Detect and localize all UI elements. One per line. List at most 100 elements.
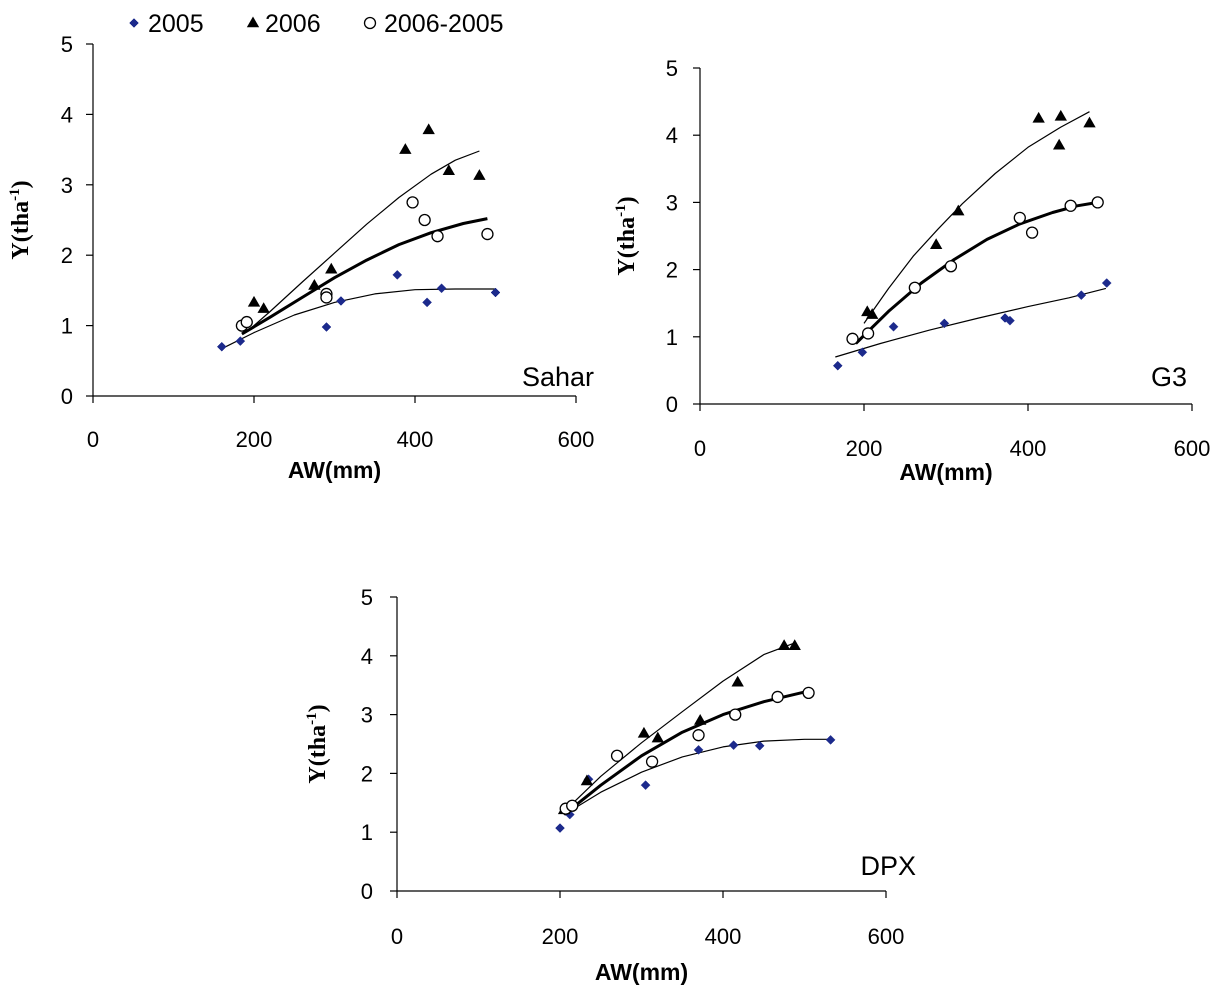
data-point-2006	[651, 731, 664, 743]
data-point-2006	[247, 295, 261, 307]
panel-label: G3	[1151, 362, 1187, 392]
data-point-2006	[788, 639, 801, 651]
data-point-2005	[693, 745, 704, 755]
x-tick-label: 200	[236, 427, 273, 452]
data-point-2006-2005	[802, 686, 815, 699]
data-point-2006-2005	[1091, 196, 1104, 209]
legend-marker-2006	[246, 16, 260, 28]
legend-label-2006-2005: 2006-2005	[384, 10, 504, 38]
y-axis-title: Y(tha-1)	[613, 196, 640, 275]
y-tick-label: 3	[61, 173, 73, 198]
data-point-2006	[257, 302, 270, 313]
data-point-2006-2005	[320, 291, 333, 304]
fit-line-2005	[225, 288, 496, 348]
y-tick-label: 3	[666, 190, 678, 215]
data-point-2005	[857, 347, 868, 358]
data-point-2005	[1076, 290, 1087, 300]
data-point-2006	[777, 639, 791, 651]
x-tick-label: 400	[705, 924, 742, 949]
fit-line-2006-2005	[854, 200, 1098, 345]
fit-line-2005	[835, 287, 1107, 358]
data-point-2005	[490, 287, 501, 298]
y-tick-label: 1	[61, 314, 73, 339]
data-point-2006-2005	[431, 230, 444, 243]
chart-panel-g3: 0 1 2 3 4 5 0 200 400 600 AW(mm) Y(tha-1) G3	[613, 56, 1210, 485]
legend-label-2005: 2005	[148, 10, 204, 38]
x-tick-label: 0	[694, 436, 706, 461]
data-point-2005	[235, 336, 246, 346]
legend: 2005 2006 2006-2005	[129, 10, 504, 38]
fit-line-2006	[245, 150, 480, 334]
data-point-2006-2005	[610, 749, 624, 762]
data-point-2006-2005	[481, 227, 494, 241]
y-axis-title: Y(tha-1)	[304, 704, 331, 783]
legend-marker-2006-2005	[363, 16, 377, 30]
data-point-2006	[422, 123, 435, 135]
data-point-2006	[694, 713, 707, 725]
x-tick-label: 0	[391, 924, 403, 949]
data-point-2005	[436, 283, 447, 294]
data-point-2005	[640, 780, 651, 791]
y-tick-label: 2	[361, 761, 373, 786]
x-tick-label: 200	[542, 924, 579, 949]
fit-line-2006	[863, 111, 1090, 324]
x-tick-label: 400	[397, 427, 434, 452]
x-tick-label: 600	[1174, 436, 1211, 461]
fit-line-2006-2005	[563, 689, 809, 816]
y-tick-label: 1	[666, 325, 678, 350]
y-tick-label: 0	[61, 384, 73, 409]
data-point-2006-2005	[566, 799, 579, 812]
x-tick-label: 200	[846, 436, 883, 461]
fit-line-2005	[563, 738, 829, 816]
data-point-2006	[952, 204, 965, 216]
data-point-2006	[442, 164, 455, 175]
data-point-2006-2005	[861, 327, 875, 340]
data-point-2005	[825, 735, 836, 745]
x-tick-label: 400	[1010, 436, 1047, 461]
data-point-2006	[866, 308, 879, 319]
data-point-2006	[1032, 111, 1045, 123]
y-tick-label: 4	[61, 102, 73, 127]
data-point-2006-2005	[944, 260, 958, 273]
y-tick-label: 3	[361, 703, 373, 728]
x-axis-title: AW(mm)	[288, 457, 381, 483]
x-tick-label: 600	[558, 427, 595, 452]
data-point-2006	[637, 726, 651, 738]
y-tick-label: 0	[666, 392, 678, 417]
data-point-2005	[555, 823, 565, 833]
data-point-2005	[939, 318, 950, 329]
data-point-2006-2005	[692, 729, 705, 742]
data-point-2006	[929, 238, 943, 249]
data-point-2005	[888, 321, 899, 332]
data-point-2005	[321, 322, 332, 332]
data-point-2005	[216, 341, 227, 352]
data-point-2005	[728, 740, 739, 751]
data-point-2005	[832, 360, 843, 371]
x-tick-label: 600	[868, 924, 905, 949]
data-point-2006-2005	[771, 690, 784, 704]
y-tick-label: 4	[666, 123, 678, 148]
data-point-2006	[308, 278, 321, 290]
data-point-2006	[1083, 116, 1096, 128]
data-point-2006	[325, 262, 338, 274]
data-point-2005	[422, 297, 432, 308]
data-point-2006	[399, 143, 412, 154]
x-axis-title: AW(mm)	[595, 959, 688, 985]
data-point-2006-2005	[645, 755, 659, 768]
legend-label-2006: 2006	[265, 10, 321, 38]
panel-label: Sahar	[522, 362, 594, 392]
data-point-2006-2005	[1064, 199, 1077, 212]
y-tick-label: 2	[61, 243, 73, 268]
data-point-2006	[580, 774, 594, 786]
y-tick-label: 1	[361, 820, 373, 845]
x-axis-title: AW(mm)	[899, 459, 992, 485]
fit-line-2006	[563, 642, 795, 813]
data-point-2005	[754, 740, 765, 751]
data-point-2005	[1101, 278, 1112, 288]
data-point-2006	[731, 675, 744, 687]
y-tick-label: 5	[361, 585, 373, 610]
y-tick-label: 2	[666, 258, 678, 283]
y-tick-label: 5	[61, 32, 73, 57]
legend-marker-2005	[129, 18, 139, 28]
